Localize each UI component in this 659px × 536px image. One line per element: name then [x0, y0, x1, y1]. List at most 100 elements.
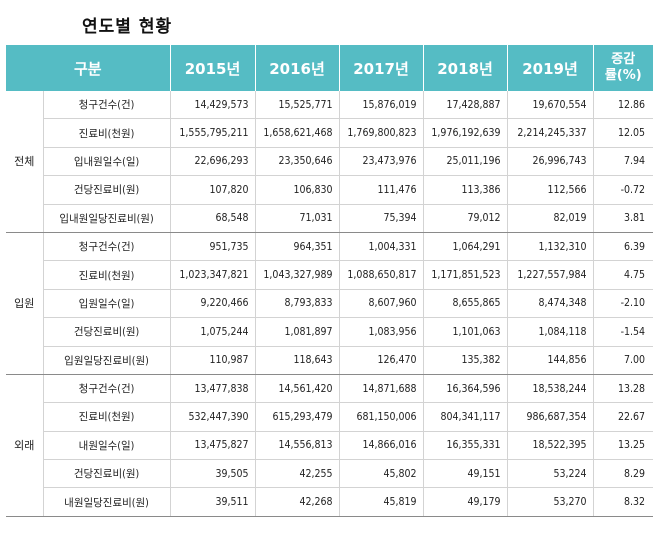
table-row: 진료비(천원) 1,023,347,821 1,043,327,989 1,088,6… [6, 260, 654, 290]
value-cell: 106,830 [254, 175, 340, 205]
value-cell: 45,802 [338, 459, 424, 489]
change-rate-cell: 13.28 [592, 374, 654, 404]
value-cell: 16,364,596 [422, 374, 508, 404]
change-rate-cell: 4.75 [592, 260, 654, 290]
row-item-label: 진료비(천원) [42, 260, 171, 290]
value-cell: 15,525,771 [254, 91, 340, 120]
value-cell: 8,793,833 [254, 289, 340, 319]
table-row: 입내원일당진료비(원) 68,548 71,031 75,394 79,012 82,01… [6, 204, 654, 233]
row-item-label: 건당진료비(원) [42, 459, 171, 489]
value-cell: 49,179 [422, 487, 508, 517]
value-cell: 18,538,244 [506, 374, 594, 404]
value-cell: 39,511 [169, 487, 256, 517]
row-item-label: 건당진료비(원) [42, 317, 171, 347]
table-row: 건당진료비(원) 107,820 106,830 111,476 113,386 112,… [6, 175, 654, 205]
change-rate-cell: 7.00 [592, 346, 654, 375]
row-item-label: 청구건수(건) [42, 91, 171, 120]
value-cell: 1,004,331 [338, 232, 424, 262]
table-row: 입원 청구건수(건) 951,735 964,351 1,004,331 1,064,29… [6, 232, 654, 375]
table-row: 진료비(천원) 532,447,390 615,293,479 681,150,006… [6, 402, 654, 432]
header-year: 2019년 [506, 45, 594, 91]
value-cell: 17,428,887 [422, 91, 508, 120]
value-cell: 681,150,006 [338, 402, 424, 432]
change-rate-cell: 3.81 [592, 204, 654, 233]
header-year: 2015년 [169, 45, 256, 91]
value-cell: 532,447,390 [169, 402, 256, 432]
value-cell: 1,043,327,989 [254, 260, 340, 290]
value-cell: 112,566 [506, 175, 594, 205]
value-cell: 42,268 [254, 487, 340, 517]
value-cell: 53,224 [506, 459, 594, 489]
value-cell: 26,996,743 [506, 147, 594, 177]
value-cell: 23,473,976 [338, 147, 424, 177]
value-cell: 14,871,688 [338, 374, 424, 404]
value-cell: 25,011,196 [422, 147, 508, 177]
value-cell: 18,522,395 [506, 431, 594, 461]
row-item-label: 건당진료비(원) [42, 175, 171, 205]
change-rate-cell: 13.25 [592, 431, 654, 461]
value-cell: 1,101,063 [422, 317, 508, 347]
value-cell: 68,548 [169, 204, 256, 233]
row-item-label: 청구건수(건) [42, 374, 171, 404]
change-rate-cell: 22.67 [592, 402, 654, 432]
value-cell: 53,270 [506, 487, 594, 517]
value-cell: 42,255 [254, 459, 340, 489]
row-item-label: 입내원일수(일) [42, 147, 171, 177]
value-cell: 8,474,348 [506, 289, 594, 319]
value-cell: 986,687,354 [506, 402, 594, 432]
value-cell: 1,023,347,821 [169, 260, 256, 290]
table-row: 건당진료비(원) 1,075,244 1,081,897 1,083,956 1,101… [6, 317, 654, 347]
value-cell: 8,607,960 [338, 289, 424, 319]
change-rate-cell: 8.32 [592, 487, 654, 517]
value-cell: 964,351 [254, 232, 340, 262]
change-rate-cell: -0.72 [592, 175, 654, 205]
value-cell: 79,012 [422, 204, 508, 233]
value-cell: 13,475,827 [169, 431, 256, 461]
row-item-label: 입원일당진료비(원) [42, 346, 171, 375]
value-cell: 1,083,956 [338, 317, 424, 347]
value-cell: 804,341,117 [422, 402, 508, 432]
value-cell: 2,214,245,337 [506, 118, 594, 148]
change-rate-cell: 7.94 [592, 147, 654, 177]
table-row: 입원일당진료비(원) 110,987 118,643 126,470 135,382 14… [6, 346, 654, 375]
header-change-rate: 증감 률(%) [592, 45, 654, 91]
value-cell: 1,976,192,639 [422, 118, 508, 148]
change-rate-cell: 6.39 [592, 232, 654, 262]
value-cell: 19,670,554 [506, 91, 594, 120]
row-item-label: 청구건수(건) [42, 232, 171, 262]
value-cell: 1,171,851,523 [422, 260, 508, 290]
value-cell: 9,220,466 [169, 289, 256, 319]
value-cell: 1,227,557,984 [506, 260, 594, 290]
change-rate-cell: -2.10 [592, 289, 654, 319]
group-label: 전체 [6, 91, 43, 233]
row-item-label: 입내원일당진료비(원) [42, 204, 171, 233]
value-cell: 1,064,291 [422, 232, 508, 262]
value-cell: 113,386 [422, 175, 508, 205]
table-row: 진료비(천원) 1,555,795,211 1,658,621,468 1,769,8… [6, 118, 654, 148]
change-rate-cell: 8.29 [592, 459, 654, 489]
change-rate-cell: 12.05 [592, 118, 654, 148]
value-cell: 111,476 [338, 175, 424, 205]
value-cell: 615,293,479 [254, 402, 340, 432]
value-cell: 13,477,838 [169, 374, 256, 404]
row-item-label: 진료비(천원) [42, 402, 171, 432]
header-change-rate-line2: 률(%) [604, 68, 642, 83]
value-cell: 8,655,865 [422, 289, 508, 319]
table-row: 외래 청구건수(건) 13,477,838 14,561,420 14,871,688 1… [6, 374, 654, 517]
value-cell: 71,031 [254, 204, 340, 233]
value-cell: 144,856 [506, 346, 594, 375]
value-cell: 75,394 [338, 204, 424, 233]
row-item-label: 진료비(천원) [42, 118, 171, 148]
value-cell: 1,132,310 [506, 232, 594, 262]
table-row: 내원일수(일) 13,475,827 14,556,813 14,866,016 16,… [6, 431, 654, 461]
change-rate-cell: 12.86 [592, 91, 654, 120]
page-title: 연도별 현황 [82, 17, 173, 37]
value-cell: 45,819 [338, 487, 424, 517]
value-cell: 14,561,420 [254, 374, 340, 404]
value-cell: 1,658,621,468 [254, 118, 340, 148]
value-cell: 110,987 [169, 346, 256, 375]
value-cell: 1,075,244 [169, 317, 256, 347]
value-cell: 135,382 [422, 346, 508, 375]
value-cell: 1,769,800,823 [338, 118, 424, 148]
row-item-label: 내원일당진료비(원) [42, 487, 171, 517]
